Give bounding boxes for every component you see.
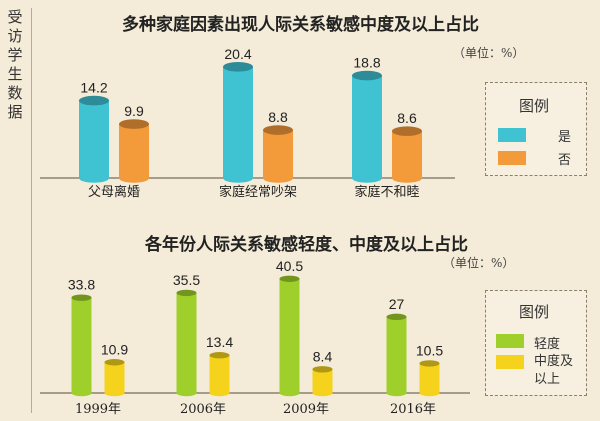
chart2-bar-3-0-base: [386, 389, 407, 397]
chart1-value-label-2-0: 18.8: [353, 55, 380, 71]
chart1-legend-swatch-no: [498, 151, 526, 165]
chart1-bar-1-1-cap: [263, 125, 293, 135]
chart1-category-label-0: 父母离婚: [88, 184, 140, 200]
chart1-category-label-1: 家庭经常吵架: [219, 184, 297, 200]
chart2-bar-3-1: [419, 363, 440, 393]
chart2-legend-swatch-moderate: [496, 355, 524, 369]
chart1-bar-1-0: [223, 66, 253, 178]
chart1-bar-1-1-base: [263, 173, 293, 183]
chart2-legend-label-mild: 轻度: [534, 337, 561, 352]
chart2-bar-0-1-base: [104, 389, 125, 397]
chart2-bar-2-1-cap: [312, 366, 333, 373]
chart2-bar-1-0-cap: [176, 289, 197, 297]
chart1-bar-1-1: [263, 130, 293, 178]
chart1-legend-title: 图例: [519, 97, 550, 115]
chart1-bar-0-1: [119, 124, 149, 178]
chart1-title: 多种家庭因素出现人际关系敏感中度及以上占比: [122, 15, 479, 35]
chart1-bar-1-0-cap: [223, 62, 253, 72]
chart2-bar-2-0: [279, 278, 300, 393]
chart2-bar-2-0-base: [279, 389, 300, 397]
chart2-bar-0-0: [71, 297, 92, 393]
chart1-bar-0-1-cap: [119, 119, 149, 129]
chart2-value-label-3-1: 10.5: [416, 342, 443, 358]
chart2-value-label-3-0: 27: [389, 296, 405, 312]
chart2-bar-0-1-cap: [104, 359, 125, 366]
chart2-legend: 图例 轻度 中度及以上: [485, 290, 587, 396]
chart2-value-label-2-1: 8.4: [313, 348, 333, 364]
chart1-bar-2-1-cap: [392, 126, 422, 136]
chart2-bar-3-0-cap: [386, 313, 407, 321]
chart1-category-label-2: 家庭不和睦: [354, 184, 419, 200]
chart2-bar-2-1-base: [312, 389, 333, 397]
chart2-category-label-0: 1999年: [75, 402, 121, 417]
chart2-bar-3-0: [386, 316, 407, 393]
chart1-bar-0-1-base: [119, 173, 149, 183]
chart2-value-label-2-0: 40.5: [276, 258, 303, 274]
chart1-bar-1-0-base: [223, 173, 253, 183]
chart2-category-label-1: 2006年: [180, 402, 226, 417]
chart2-value-label-0-0: 33.8: [68, 277, 95, 293]
chart2-title: 各年份人际关系敏感轻度、中度及以上占比: [145, 235, 468, 255]
chart1-legend-label-yes: 是: [558, 130, 572, 145]
chart2-legend-title: 图例: [519, 303, 550, 321]
chart2-bar-1-0-base: [176, 389, 197, 397]
chart1-value-label-2-1: 8.6: [397, 110, 417, 126]
chart1-unit: （单位：%）: [453, 46, 525, 60]
chart2-bar-1-1-base: [209, 389, 230, 397]
chart1-value-label-0-0: 14.2: [80, 80, 107, 96]
chart1-value-label-0-1: 9.9: [124, 103, 144, 119]
chart2-bar-0-1: [104, 362, 125, 393]
chart2-legend-label-moderate: 中度及以上: [534, 354, 574, 387]
chart1-value-label-1-1: 8.8: [268, 109, 288, 125]
chart2-value-label-1-0: 35.5: [173, 272, 200, 288]
chart2-bar-2-1: [312, 369, 333, 393]
chart2-category-label-2: 2009年: [283, 402, 329, 417]
chart1-bar-2-0-cap: [352, 70, 382, 81]
divider-line: [31, 8, 32, 413]
chart1-bar-2-0: [352, 75, 382, 178]
chart2-bar-0-0-cap: [71, 294, 92, 301]
chart1-legend: 图例 是 否: [485, 82, 587, 176]
chart2-bar-3-1-cap: [419, 360, 440, 367]
chart2-value-label-0-1: 10.9: [101, 341, 128, 357]
chart2-category-label-3: 2016年: [390, 402, 436, 417]
chart1-bar-0-0: [79, 100, 109, 178]
chart1-bar-2-0-base: [352, 173, 382, 183]
chart2-legend-swatch-mild: [496, 334, 524, 348]
chart1-bar-0-0-cap: [79, 95, 109, 106]
chart2-bar-2-0-cap: [279, 275, 300, 282]
chart1-value-label-1-0: 20.4: [224, 46, 251, 62]
side-label: 受访学生数据: [7, 8, 23, 121]
chart2-bar-1-0: [176, 292, 197, 393]
chart2-bar-0-0-base: [71, 389, 92, 397]
chart2-bar-1-1: [209, 355, 230, 393]
chart2-bar-3-1-base: [419, 389, 440, 397]
chart2-unit: （单位：%）: [443, 256, 515, 270]
chart1-legend-label-no: 否: [558, 153, 572, 168]
chart2-value-label-1-1: 13.4: [206, 334, 233, 350]
chart1-bar-2-1-base: [392, 173, 422, 183]
chart1-bar-0-0-base: [79, 173, 109, 183]
chart1-legend-swatch-yes: [498, 128, 526, 142]
chart1-bar-2-1: [392, 131, 422, 178]
chart2-bar-1-1-cap: [209, 352, 230, 359]
